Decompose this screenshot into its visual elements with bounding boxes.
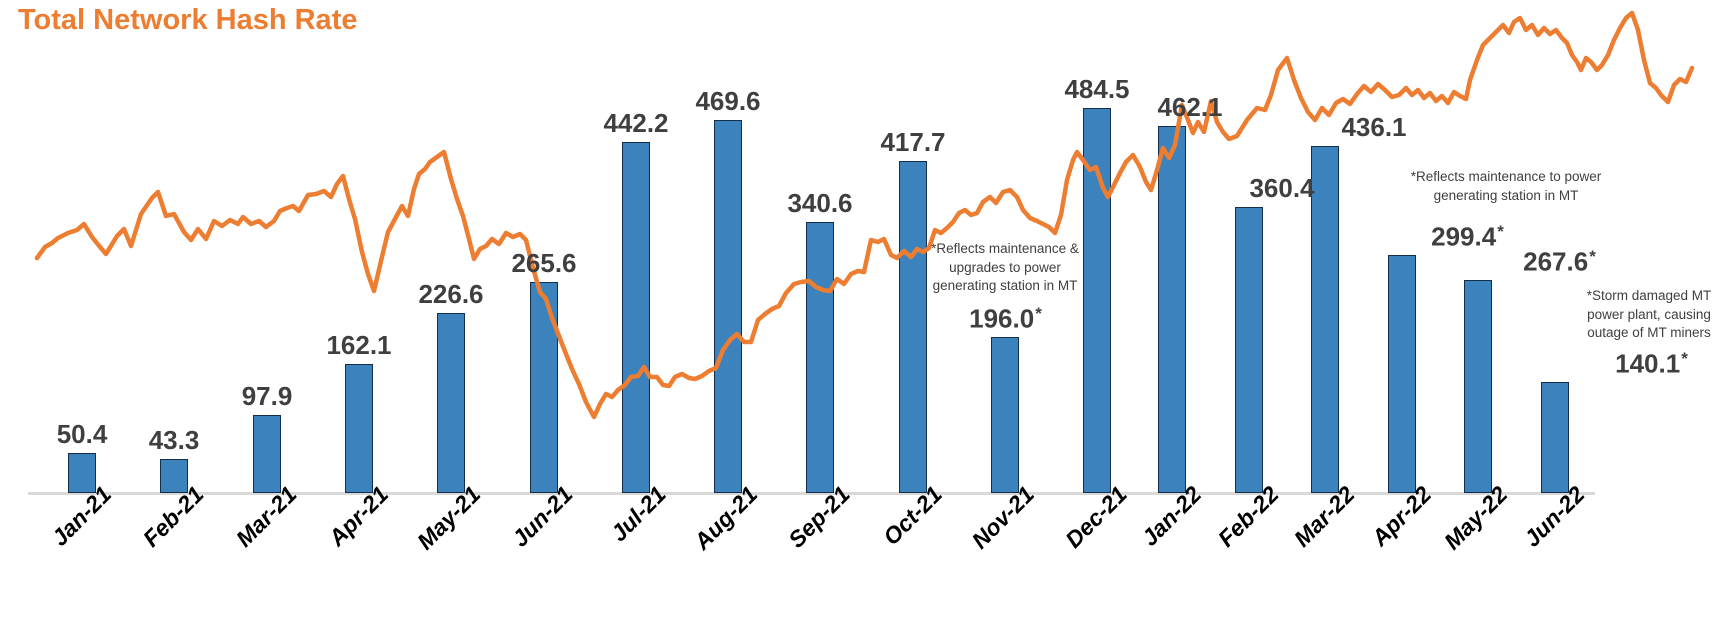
value-label-May-22: 267.6* <box>1523 246 1596 277</box>
annotation-Jun-22: *Storm damaged MT power plant, causing out… <box>1519 287 1718 343</box>
x-axis-line <box>28 492 1595 495</box>
bar-Jun-22 <box>1541 382 1569 493</box>
bar-Jan-21 <box>68 453 96 493</box>
annotation-line: generating station in MT <box>1433 187 1579 203</box>
bar-Aug-21 <box>714 120 742 493</box>
bar-Sep-21 <box>806 222 834 493</box>
bar-Jul-21 <box>622 142 650 493</box>
value-label-Sep-21: 340.6 <box>787 188 853 218</box>
value-label-Jan-22: 462.1 <box>1157 92 1223 122</box>
annotation-line: upgrades to power <box>949 259 1061 275</box>
annotation-line: *Reflects maintenance to power <box>1410 169 1602 184</box>
bar-Nov-21 <box>991 337 1019 493</box>
annotation-line: *Storm damaged MT <box>1586 288 1712 303</box>
annotation-Nov-21: *Reflects maintenance & upgrades to power… <box>875 240 1135 296</box>
value-label-Jun-22: 140.1* <box>1615 348 1688 379</box>
bar-Oct-21 <box>899 161 927 493</box>
bar-Apr-21 <box>345 364 373 493</box>
bar-Jan-22 <box>1158 126 1186 493</box>
annotation-Apr-22: *Reflects maintenance to power generating… <box>1376 168 1636 205</box>
value-label-Oct-21: 417.7 <box>880 127 946 157</box>
bar-Jun-21 <box>530 282 558 493</box>
value-label-Mar-21: 97.9 <box>241 381 293 411</box>
annotation-line: generating station in MT <box>932 278 1078 294</box>
value-label-Apr-21: 162.1 <box>326 330 392 360</box>
bar-May-21 <box>437 313 465 493</box>
value-label-Jun-21: 265.6 <box>511 248 577 278</box>
value-label-Jan-21: 50.4 <box>56 419 108 449</box>
bar-Feb-21 <box>160 459 188 493</box>
value-label-Mar-22: 436.1 <box>1341 112 1407 142</box>
value-label-Feb-21: 43.3 <box>148 425 200 455</box>
bar-Mar-21 <box>253 415 281 493</box>
annotation-line: power plant, causing <box>1587 306 1711 322</box>
value-label-Nov-21: 196.0* <box>969 303 1042 334</box>
asterisk-marker: * <box>1035 304 1042 323</box>
bar-Apr-22 <box>1388 255 1416 493</box>
value-label-Aug-21: 469.6 <box>695 86 761 116</box>
asterisk-marker: * <box>1589 247 1596 266</box>
annotation-line: outage of MT miners <box>1587 325 1711 341</box>
bar-Feb-22 <box>1235 207 1263 493</box>
bar-May-22 <box>1464 280 1492 493</box>
chart-title: Total Network Hash Rate <box>18 4 358 36</box>
value-label-Feb-22: 360.4 <box>1249 173 1315 203</box>
asterisk-marker: * <box>1681 349 1688 368</box>
bar-Dec-21 <box>1083 108 1111 493</box>
asterisk-marker: * <box>1497 222 1504 241</box>
value-label-May-21: 226.6 <box>418 279 484 309</box>
annotation-line: *Reflects maintenance & <box>931 241 1079 256</box>
